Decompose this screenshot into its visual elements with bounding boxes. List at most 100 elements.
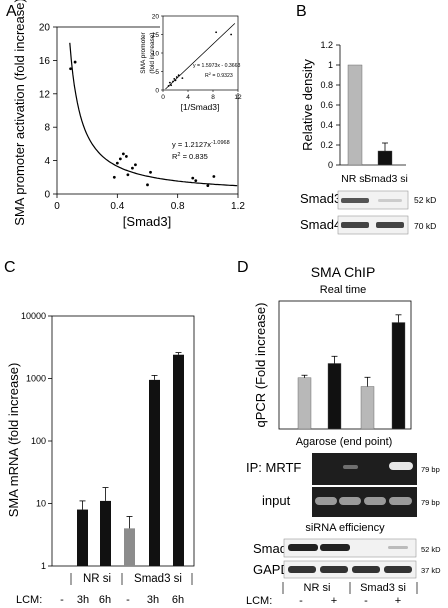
chart-a-point: [134, 163, 137, 167]
chart-a-inset-xtick-label: 8: [211, 94, 215, 101]
chart-a-inset-xlabel: [1/Smad3]: [181, 102, 220, 112]
chart-a-point: [73, 60, 77, 64]
chart-d-ylabel: qPCR (Fold increase): [253, 303, 268, 428]
blot-d-gapdh-band-2: [352, 566, 380, 573]
chart-d-plot-area: [278, 300, 412, 430]
chart-c-group-1: Smad3 si: [134, 573, 182, 585]
gel-d-input-band-1: [339, 497, 361, 505]
chart-a-ytick-label: 8: [44, 123, 50, 134]
chart-a-inset-ytick-label: 5: [155, 69, 159, 76]
chart-a-xtick-label: 0: [54, 201, 60, 212]
blot-b-smad4: [337, 215, 409, 235]
chart-c-bar: [100, 500, 111, 566]
chart-c-y-axis: 1 10 100 1000 10000: [21, 311, 52, 571]
chart-a-inset-point: [174, 79, 177, 82]
chart-a-ytick-label: 12: [39, 89, 51, 100]
chart-a-inset-ytick-label: 0: [155, 88, 159, 95]
gel-d-ip-bp: 79 bp: [421, 465, 440, 474]
chart-a-y-axis: 0 4 8 12 16 20: [39, 23, 57, 201]
panel-label-b: B: [296, 3, 307, 20]
chart-a-point: [112, 175, 116, 179]
chart-a-r2: R2 = 0.835: [172, 152, 208, 161]
chart-d-group-1: Smad3 si: [360, 582, 406, 594]
chart-c-group-0: NR si: [83, 573, 111, 585]
chart-c-plot-area: [51, 315, 195, 567]
blot-d-smad3-band-3: [388, 546, 408, 549]
chart-a: 0 4 8 12 16 20 0 0.4 0.8 1.2 [Smad3] SMA promote…: [12, 0, 245, 229]
chart-a-point: [191, 176, 195, 180]
chart-c-condition: 3h: [147, 594, 159, 606]
chart-a-point: [194, 179, 198, 183]
blot-b-smad3-kd: 52 kD: [414, 195, 436, 205]
chart-a-point: [212, 175, 216, 178]
blot-d-gapdh-band-1: [320, 566, 348, 573]
chart-a-inset-point: [167, 85, 170, 87]
gel-d-input-band-0: [315, 497, 337, 505]
chart-c-condition: 6h: [99, 594, 111, 606]
chart-c-bars: [77, 352, 184, 566]
chart-a-inset-axes: 0 5 10 15 20 0 4 8 12: [152, 14, 242, 102]
chart-c-ytick-label: 10000: [21, 311, 46, 321]
blot-d-smad3-kd: 52 kD: [421, 545, 441, 554]
chart-a-inset-xtick-label: 0: [161, 94, 165, 101]
chart-a-inset-ytick-label: 15: [152, 32, 160, 39]
chart-b-category-1: Smad3 si: [364, 173, 408, 185]
chart-c-ytick-label: 100: [31, 436, 46, 446]
gel-d-ip-label: IP: MRTF: [246, 460, 301, 475]
chart-a-equation: y = 1.2127x-1.0968: [172, 140, 230, 149]
chart-a-inset-fit-line: [165, 23, 236, 90]
blot-b-smad4-label: Smad4: [300, 217, 341, 232]
chart-a-inset-point: [168, 81, 171, 84]
chart-a-ytick-label: 4: [44, 156, 50, 167]
chart-b: 0 0.2 0.4 0.6 0.8 1 1.2 Relative density NR si…: [300, 40, 436, 235]
chart-a-point: [121, 152, 125, 156]
chart-c-condition: 6h: [172, 594, 184, 606]
chart-a-inset-points: [167, 31, 233, 87]
panel-label-c: C: [4, 259, 16, 276]
panel-label-d: D: [237, 259, 249, 276]
chart-a-inset-r2: R2 = 0.9323: [205, 71, 233, 79]
chart-d-title: SMA ChIP: [311, 264, 376, 280]
chart-b-ytick-label: 1.2: [320, 40, 333, 50]
gel-d-agarose-title: Agarose (end point): [296, 436, 393, 448]
chart-a-inset-point: [181, 77, 184, 80]
chart-d-condition: -: [364, 595, 368, 607]
chart-a-ytick-label: 20: [39, 23, 51, 34]
chart-a-inset-ytick-label: 10: [152, 51, 160, 58]
chart-d-bar: [327, 363, 342, 430]
blot-d-gapdh: [283, 560, 417, 579]
chart-b-ytick-label: 0.6: [320, 100, 333, 110]
chart-b-bar: [347, 64, 363, 166]
chart-c-bar: [149, 379, 160, 566]
chart-a-inset-point: [230, 33, 233, 36]
chart-b-bars: [347, 64, 393, 166]
chart-d-group-0: NR si: [304, 582, 331, 594]
chart-a-inset-equation: y = 1.5973x - 0.3663: [193, 63, 241, 69]
gel-d-input-band-3: [389, 497, 412, 505]
chart-b-bar: [377, 150, 393, 166]
chart-a-inset-xtick-label: 4: [186, 94, 190, 101]
chart-a-inset-point: [177, 74, 180, 77]
chart-d-lcm-label: LCM:: [246, 595, 272, 607]
chart-a-point: [131, 166, 134, 170]
chart-a-inset-xtick-label: 12: [234, 94, 242, 101]
chart-d-bar: [391, 322, 406, 430]
chart-a-xtick-label: 1.2: [231, 201, 245, 212]
blot-b-smad3-band-nr: [341, 198, 369, 203]
chart-a-point: [118, 157, 122, 161]
blot-b-smad3: [337, 190, 409, 210]
chart-a-inset-ytick-label: 20: [152, 14, 160, 21]
chart-a-inset-area: [162, 15, 239, 91]
chart-c-bar: [77, 509, 88, 566]
chart-a-points: [69, 60, 216, 188]
chart-a-inset-ylabel: SMA promoter (fold increase): [140, 31, 156, 73]
chart-c: 1 10 100 1000 10000 SMA mRNA (fold increase)…: [6, 311, 195, 606]
chart-a-point: [124, 155, 128, 158]
chart-d-condition: -: [299, 595, 303, 607]
chart-b-y-axis: 0 0.2 0.4 0.6 0.8 1 1.2: [320, 40, 340, 170]
blot-b-smad4-band-nr: [341, 222, 369, 228]
chart-a-inset-point: [170, 84, 173, 87]
chart-a-point: [146, 183, 149, 187]
chart-b-ytick-label: 0.8: [320, 80, 333, 90]
chart-a-xtick-label: 0.4: [110, 201, 124, 212]
